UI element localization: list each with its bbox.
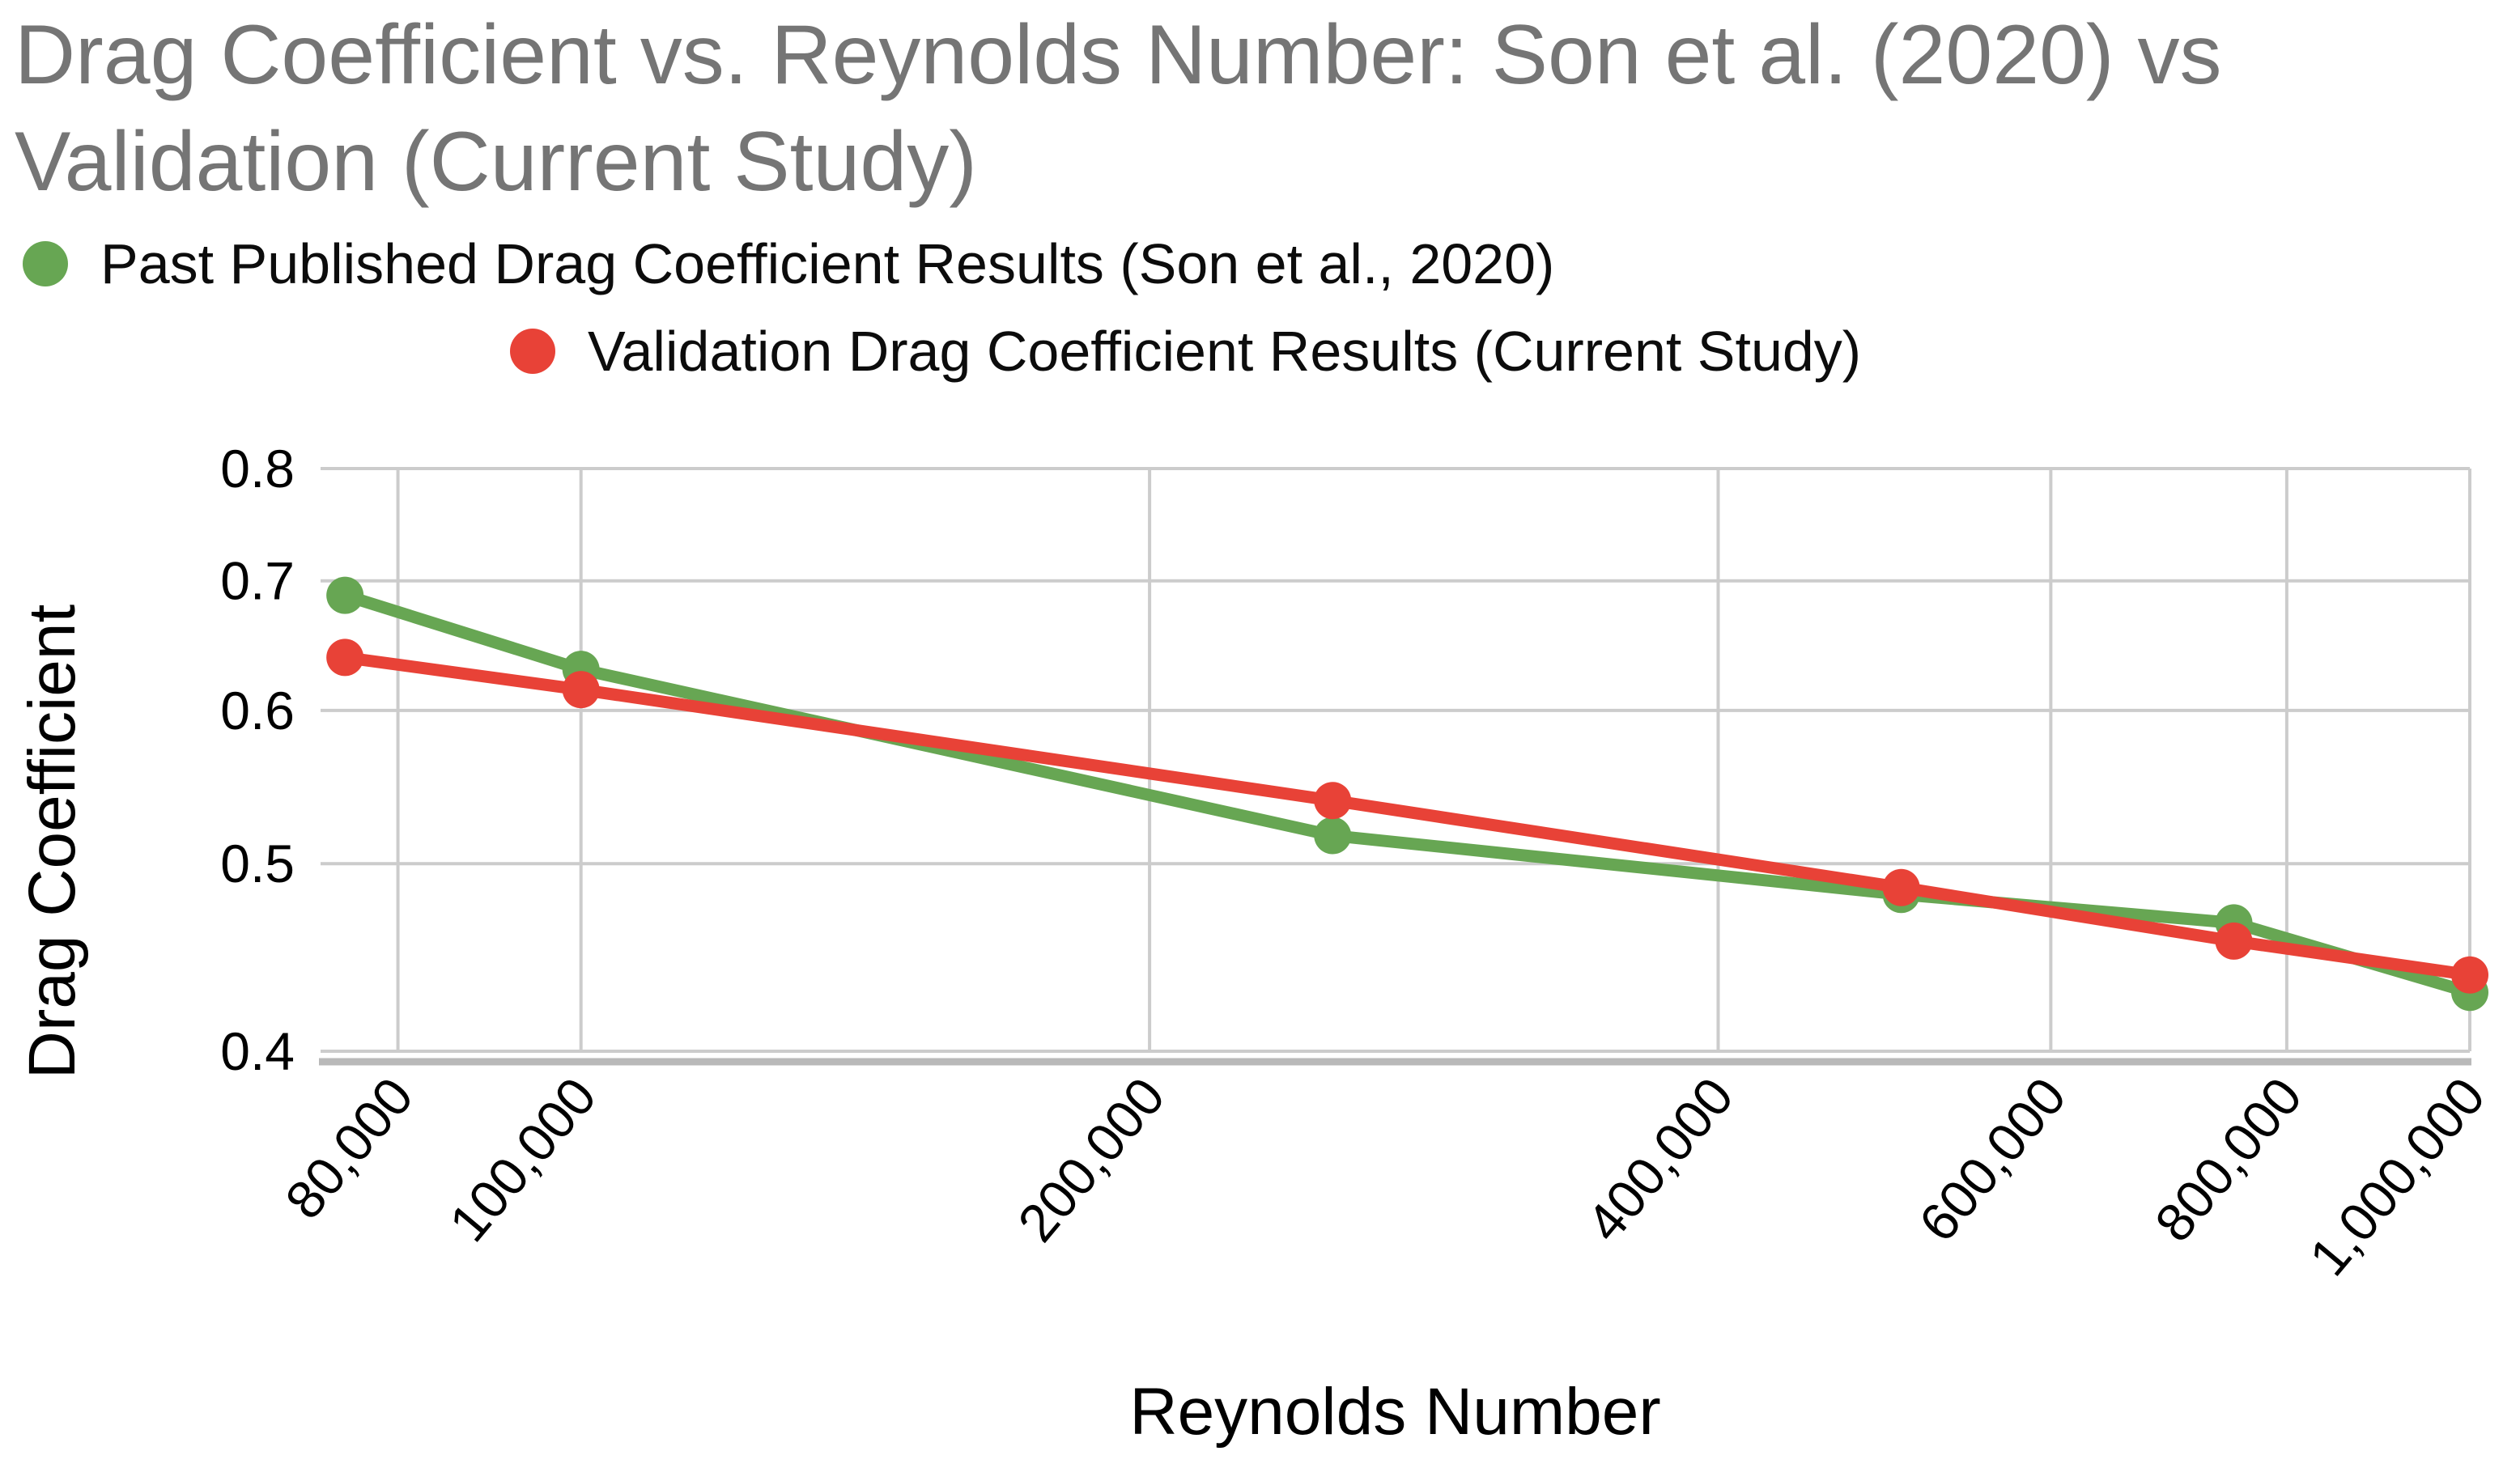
y-axis-title: Drag Coefficient bbox=[15, 605, 89, 1080]
y-tick-label: 0.7 bbox=[220, 551, 295, 611]
legend-item-validation: Validation Drag Coefficient Results (Cur… bbox=[510, 312, 1861, 390]
data-point-1 bbox=[1882, 868, 1920, 906]
x-axis-title: Reynolds Number bbox=[1129, 1375, 1660, 1449]
y-tick-label: 0.8 bbox=[220, 439, 295, 499]
x-tick-label: 400,000 bbox=[1574, 1066, 1744, 1252]
legend-item-past-published: Past Published Drag Coefficient Results … bbox=[23, 225, 1554, 303]
legend-marker-green-icon bbox=[23, 241, 68, 286]
x-tick-label: 600,000 bbox=[1907, 1066, 2077, 1252]
chart-title-line-1: Drag Coefficient vs. Reynolds Number: So… bbox=[15, 8, 2222, 102]
data-point-1 bbox=[326, 639, 364, 677]
legend-marker-red-icon bbox=[510, 329, 555, 374]
y-tick-label: 0.6 bbox=[220, 681, 295, 740]
x-tick-label: 1,000,000 bbox=[2297, 1066, 2496, 1286]
x-tick-label: 800,000 bbox=[2144, 1066, 2314, 1252]
x-tick-label: 100,000 bbox=[437, 1066, 607, 1252]
series-line-1 bbox=[338, 651, 2476, 982]
data-point-1 bbox=[562, 671, 600, 709]
x-tick-label: 200,000 bbox=[1006, 1066, 1176, 1252]
data-point-1 bbox=[2215, 922, 2253, 960]
data-point-0 bbox=[1314, 817, 1352, 855]
x-tick-label: 80,000 bbox=[274, 1066, 424, 1229]
data-point-0 bbox=[326, 576, 364, 614]
legend-label: Validation Drag Coefficient Results (Cur… bbox=[588, 320, 1862, 383]
legend-label: Past Published Drag Coefficient Results … bbox=[100, 232, 1555, 295]
chart-title-line-2: Validation (Current Study) bbox=[15, 115, 977, 210]
y-tick-label: 0.5 bbox=[220, 834, 295, 893]
y-tick-label: 0.4 bbox=[220, 1021, 295, 1081]
chart-title: Drag Coefficient vs. Reynolds Number: So… bbox=[15, 2, 2475, 215]
series-line-0 bbox=[338, 589, 2476, 999]
data-point-1 bbox=[2451, 956, 2488, 994]
data-point-1 bbox=[1314, 782, 1352, 820]
